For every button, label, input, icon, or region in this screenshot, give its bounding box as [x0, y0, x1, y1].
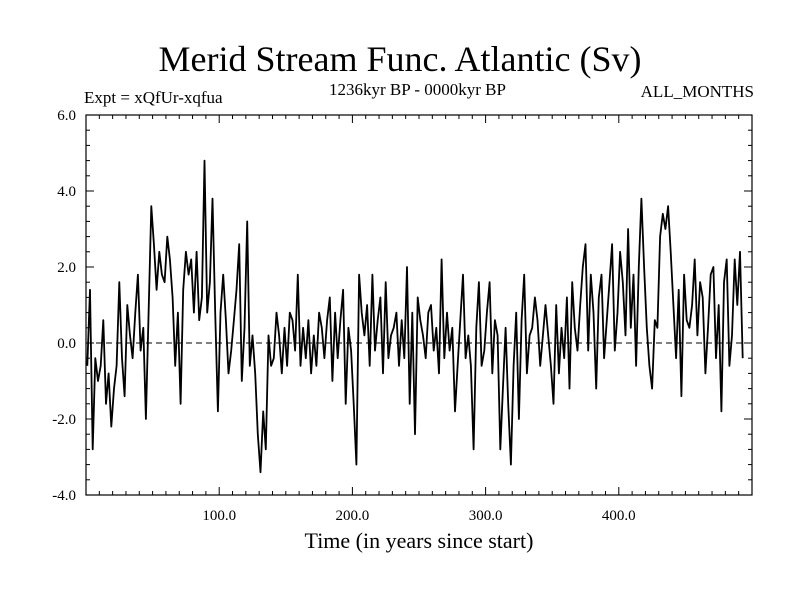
y-tick-label: -2.0: [52, 412, 76, 428]
period-label: 1236kyr BP - 0000kyr BP: [329, 80, 506, 99]
y-tick-label: 6.0: [57, 108, 76, 124]
y-tick-label: 2.0: [57, 260, 76, 276]
y-tick-label: 4.0: [57, 184, 76, 200]
months-label: ALL_MONTHS: [640, 82, 754, 101]
y-tick-label: -4.0: [52, 488, 76, 504]
x-tick-label: 400.0: [602, 508, 636, 524]
experiment-label: Expt = xQfUr-xqfua: [84, 88, 223, 107]
x-axis-label: Time (in years since start): [304, 528, 534, 553]
data-series-line: [86, 159, 744, 474]
x-tick-label: 300.0: [469, 508, 503, 524]
x-tick-label: 100.0: [202, 508, 236, 524]
y-tick-label: 0.0: [57, 336, 76, 352]
x-tick-label: 200.0: [336, 508, 370, 524]
chart-title: Merid Stream Func. Atlantic (Sv): [158, 39, 642, 79]
